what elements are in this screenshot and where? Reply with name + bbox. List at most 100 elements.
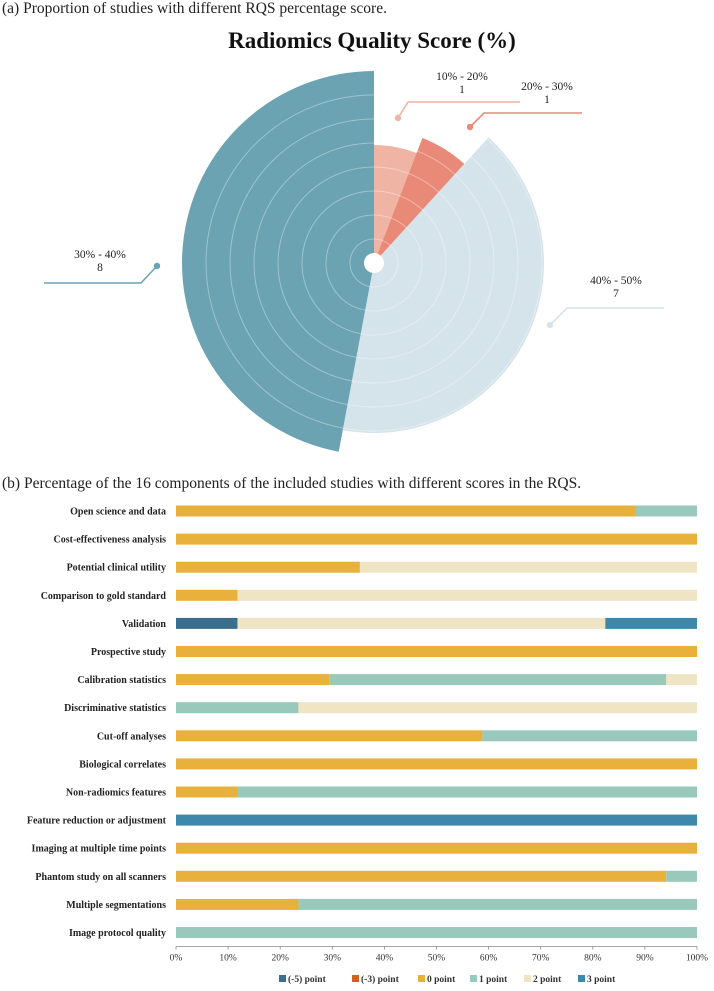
pie-ring: [399, 195, 423, 211]
bar-segment: [176, 927, 697, 938]
row-label: Cost-effectiveness analysis: [54, 535, 167, 546]
pie-center-hole: [364, 253, 384, 273]
pie-ring: [356, 191, 471, 360]
x-tick-label: 0%: [170, 954, 183, 964]
pie-ring: [391, 217, 407, 228]
pie-slice-value: 1: [459, 84, 465, 96]
pie-slice-label: 40% - 50%: [590, 275, 642, 287]
pie-leader-line: [44, 265, 158, 284]
pie-ring: [205, 94, 375, 429]
pie-slice: [342, 137, 545, 434]
row-label: Discriminative statistics: [64, 703, 166, 714]
bar-segment: [176, 646, 697, 657]
row-label: Biological correlates: [79, 759, 166, 770]
pie-slice-label: 30% - 40%: [74, 249, 126, 261]
pie-ring: [347, 156, 519, 408]
pie-leader-line: [549, 307, 664, 326]
bar-segment: [359, 561, 697, 573]
bar-segment: [329, 674, 667, 686]
legend-swatch: [352, 975, 359, 982]
bar-segment: [635, 505, 697, 517]
bar-segment: [605, 617, 697, 629]
row-label: Potential clinical utility: [67, 563, 166, 574]
bar-segment: [666, 870, 697, 882]
pie-ring: [408, 173, 440, 193]
bar-segment: [176, 674, 330, 686]
pie-ring: [369, 244, 399, 288]
pie-leader-dot: [546, 321, 554, 329]
bar-segment: [176, 758, 697, 770]
bar-segment: [237, 617, 606, 629]
x-tick-label: 80%: [584, 954, 602, 964]
bar-segment: [176, 898, 299, 910]
pie-slice-label: 20% - 30%: [521, 81, 573, 93]
bar-segment: [176, 814, 697, 826]
row-label: Phantom study on all scanners: [35, 872, 166, 883]
legend-swatch: [578, 975, 585, 982]
row-label: Prospective study: [91, 647, 166, 658]
legend-label: (-5) point: [288, 974, 327, 985]
row-label: Comparison to gold standard: [41, 591, 167, 602]
bar-segment: [176, 505, 636, 517]
caption-b: (b) Percentage of the 16 components of t…: [2, 475, 581, 492]
pie-ring: [277, 166, 375, 358]
row-label: Open science and data: [70, 507, 166, 518]
legend-label: 0 point: [427, 975, 456, 985]
x-tick-label: 20%: [271, 954, 289, 964]
legend-label: 3 point: [587, 975, 616, 985]
x-tick-label: 60%: [480, 954, 498, 964]
pie-slice: [374, 138, 465, 263]
row-label: Image protocol quality: [69, 928, 166, 939]
pie-slice: [181, 71, 374, 452]
row-label: Cut-off analyses: [97, 731, 166, 742]
legend-label: (-3) point: [361, 974, 400, 985]
pie-title: Radiomics Quality Score (%): [228, 28, 516, 53]
bar-segment: [666, 674, 697, 686]
bar-segment: [176, 589, 238, 601]
legend-label: 1 point: [479, 975, 508, 985]
pie-slice-label: 10% - 20%: [436, 71, 488, 83]
x-tick-label: 100%: [686, 954, 708, 964]
pie-ring: [343, 138, 543, 432]
pie-ring: [373, 166, 409, 174]
row-label: Multiple segmentations: [66, 900, 166, 911]
pie-slice-value: 8: [97, 262, 103, 274]
x-tick-label: 40%: [376, 954, 394, 964]
pie-ring: [373, 238, 383, 242]
row-label: Validation: [122, 619, 167, 630]
pie-ring: [417, 150, 456, 175]
row-label: Calibration statistics: [77, 675, 166, 686]
row-label: Feature reduction or adjustment: [27, 816, 167, 827]
bar-segment: [176, 533, 697, 545]
bar-segment: [237, 589, 697, 601]
bar-segment: [237, 786, 697, 798]
pie-slice-value: 7: [613, 288, 619, 300]
legend-swatch: [418, 975, 425, 982]
bar-segment: [176, 870, 667, 882]
pie-ring: [349, 238, 375, 288]
bar-segment: [176, 702, 299, 714]
row-label: Imaging at multiple time points: [32, 844, 167, 855]
pie-ring: [373, 190, 401, 197]
pie-ring: [253, 142, 375, 382]
polar-pie-chart: 10% - 20%1 20% - 30%140% - 50%730% - 40%8: [44, 71, 664, 452]
pie-ring: [301, 190, 375, 335]
pie-leader-dot: [394, 114, 402, 122]
x-tick-label: 10%: [219, 954, 237, 964]
bar-segment: [176, 561, 360, 573]
legend-swatch: [470, 975, 477, 982]
pie-ring: [351, 173, 495, 384]
bar-segment: [176, 730, 483, 742]
bar-segment: [482, 730, 697, 742]
bar-segment: [176, 842, 697, 854]
pie-ring: [382, 240, 391, 246]
pie-ring: [360, 209, 447, 336]
pie-slice: [374, 145, 417, 263]
caption-a: (a) Proportion of studies with different…: [2, 0, 387, 17]
row-label: Non-radiomics features: [66, 788, 166, 799]
pie-leader-line: [469, 112, 582, 128]
legend-swatch: [524, 975, 531, 982]
x-tick-label: 50%: [428, 954, 446, 964]
stacked-bar-chart: Open science and data Cost-effectiveness …: [27, 505, 708, 985]
